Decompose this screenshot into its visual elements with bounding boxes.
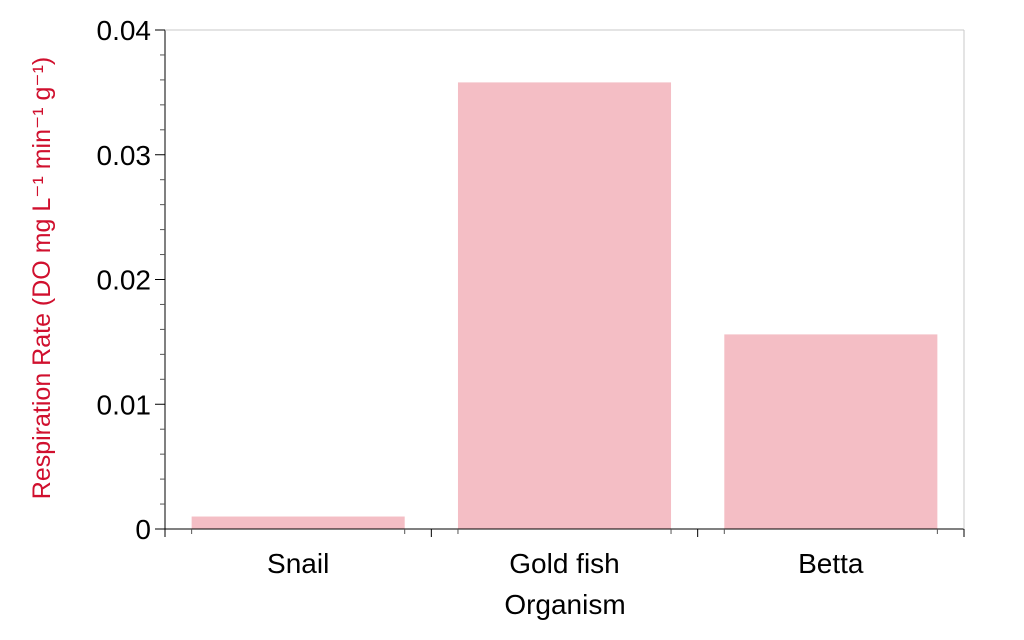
x-tick-label: Gold fish — [509, 548, 620, 579]
bar-gold-fish — [457, 82, 672, 530]
bar-snail — [191, 516, 405, 529]
y-tick-label: 0.03 — [97, 140, 152, 171]
bar-betta — [724, 334, 938, 529]
y-axis-title: Respiration Rate (DO mg L⁻¹ min⁻¹ g⁻¹) — [28, 57, 56, 499]
x-tick-label: Betta — [798, 548, 864, 579]
y-tick-label: 0.01 — [97, 389, 152, 420]
bars — [191, 82, 938, 530]
x-axis-title: Organism — [504, 589, 625, 620]
x-tick-label: Snail — [267, 548, 329, 579]
x-axis-ticks: Snail Gold fish Betta — [164, 529, 965, 579]
y-tick-label: 0.02 — [97, 265, 152, 296]
y-axis-ticks: 0 0.01 0.02 0.03 0.04 — [97, 15, 165, 545]
y-tick-label: 0 — [135, 514, 151, 545]
y-tick-label: 0.04 — [97, 15, 152, 46]
